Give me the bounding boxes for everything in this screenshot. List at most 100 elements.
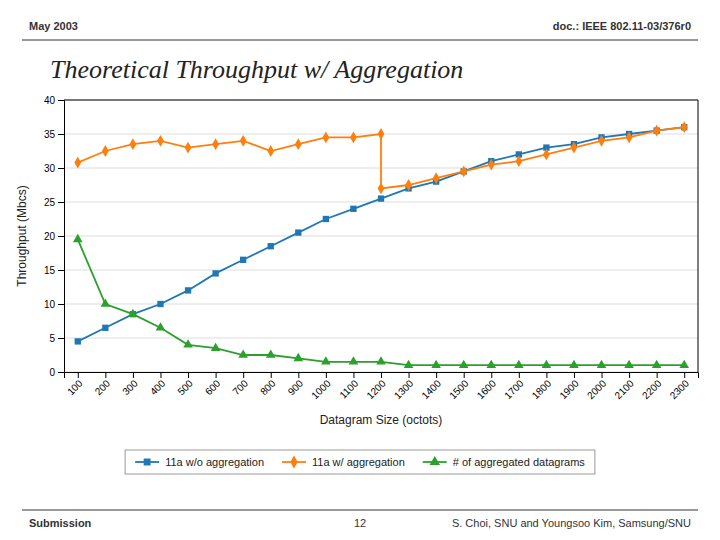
x-tick-mark xyxy=(684,372,685,378)
x-tick-label: 900 xyxy=(286,377,306,397)
point xyxy=(542,360,552,368)
point xyxy=(267,145,274,157)
grid-line xyxy=(64,270,698,271)
plot-frame-top xyxy=(64,100,698,101)
y-tick-label: 40 xyxy=(44,95,56,106)
y-tick: 35 xyxy=(44,129,64,140)
x-tick-mark xyxy=(602,372,603,378)
marks xyxy=(73,121,689,368)
x-tick-mark xyxy=(298,372,299,378)
x-tick: 100 xyxy=(65,372,85,397)
legend-label: 11a w/o aggregation xyxy=(165,456,264,468)
x-tick: 600 xyxy=(203,372,223,397)
point xyxy=(349,356,359,364)
point xyxy=(102,145,109,157)
point xyxy=(240,257,246,263)
point xyxy=(157,135,164,147)
point xyxy=(378,183,385,195)
x-tick-mark xyxy=(243,372,244,378)
x-tick-mark xyxy=(78,372,79,378)
x-tick-mark xyxy=(436,372,437,378)
x-tick-label: 2200 xyxy=(640,377,664,401)
x-tick: 1100 xyxy=(337,372,360,401)
point xyxy=(295,138,302,150)
point xyxy=(597,360,607,368)
x-tick-mark xyxy=(574,372,575,378)
point xyxy=(156,322,166,330)
legend: 11a w/o aggregation 11a w/ aggregation # o… xyxy=(125,450,595,474)
x-tick-label: 1400 xyxy=(419,377,443,401)
point xyxy=(681,121,688,133)
point xyxy=(74,157,81,169)
point xyxy=(101,298,111,306)
x-tick-label: 1900 xyxy=(557,377,581,401)
point xyxy=(322,132,329,144)
x-tick-mark xyxy=(381,372,382,378)
y-tick: 40 xyxy=(44,95,64,106)
x-tick-label: 1200 xyxy=(364,377,388,401)
point xyxy=(350,132,357,144)
point xyxy=(295,229,301,235)
point xyxy=(598,135,605,147)
x-tick-mark xyxy=(216,372,217,378)
point xyxy=(679,360,689,368)
legend-label: 11a w/ aggregation xyxy=(312,456,405,468)
x-tick: 1200 xyxy=(364,372,388,401)
x-tick: 1900 xyxy=(557,372,581,401)
point xyxy=(459,360,469,368)
point xyxy=(73,234,83,242)
x-tick-label: 2300 xyxy=(668,377,692,401)
point xyxy=(238,349,248,357)
x-tick-mark xyxy=(160,372,161,378)
point xyxy=(128,309,138,317)
x-tick: 1000 xyxy=(309,372,333,401)
x-tick-mark xyxy=(271,372,272,378)
y-tick-label: 0 xyxy=(49,367,55,378)
y-tick-label: 30 xyxy=(44,163,56,174)
x-axis-line xyxy=(65,373,699,379)
point xyxy=(433,172,440,184)
y-axis-title: Throughput (Mbcs) xyxy=(15,185,29,286)
y-tick: 0 xyxy=(49,367,64,378)
x-tick: 200 xyxy=(93,372,113,397)
x-tick-mark xyxy=(409,372,410,378)
y-tick-mark xyxy=(58,338,64,339)
y-tick-mark xyxy=(58,202,64,203)
x-tick: 2100 xyxy=(612,372,636,401)
y-tick-mark xyxy=(58,270,64,271)
series xyxy=(74,121,687,194)
x-tick: 2000 xyxy=(585,372,609,401)
grid-line xyxy=(64,236,698,237)
x-tick-mark xyxy=(133,372,134,378)
legend-swatch-marker xyxy=(144,459,151,466)
x-tick-mark xyxy=(519,372,520,378)
point xyxy=(514,360,524,368)
y-tick: 25 xyxy=(44,197,64,208)
x-tick-label: 1800 xyxy=(530,377,554,401)
y-tick-label: 25 xyxy=(44,197,56,208)
x-tick: 1600 xyxy=(475,372,499,401)
legend-frame xyxy=(125,450,595,474)
x-tick-label: 600 xyxy=(203,377,223,397)
y-axis-line xyxy=(58,101,65,373)
header-rule xyxy=(22,40,698,41)
x-tick: 500 xyxy=(175,372,195,397)
point xyxy=(404,360,414,368)
point xyxy=(102,325,108,331)
point xyxy=(211,343,221,351)
point xyxy=(350,206,356,212)
y-tick-label: 5 xyxy=(49,333,55,344)
legend-item: 11a w/ aggregation xyxy=(282,456,405,469)
x-tick-label: 1600 xyxy=(475,377,499,401)
grid-line xyxy=(64,100,698,101)
y-tick-mark xyxy=(58,168,64,169)
legend-swatch-marker xyxy=(430,456,441,465)
x-tick: 2200 xyxy=(640,372,664,401)
legend-label: # of aggregated datagrams xyxy=(453,456,586,468)
y-tick-mark xyxy=(58,372,64,373)
legend-item: 11a w/o aggregation xyxy=(135,456,264,468)
x-tick-label: 1300 xyxy=(392,377,416,401)
y-tick-mark xyxy=(58,236,64,237)
y-tick: 10 xyxy=(44,299,64,310)
point xyxy=(212,138,219,150)
